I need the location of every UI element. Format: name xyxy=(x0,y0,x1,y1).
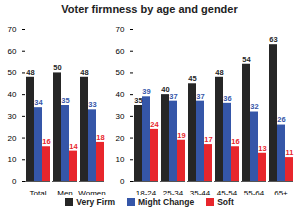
svg-text:55-64: 55-64 xyxy=(244,189,265,195)
svg-text:0: 0 xyxy=(120,177,125,186)
svg-text:17: 17 xyxy=(204,135,212,144)
svg-text:60: 60 xyxy=(116,47,125,56)
svg-text:18-24: 18-24 xyxy=(136,189,157,195)
svg-text:70: 70 xyxy=(8,25,17,34)
svg-text:50: 50 xyxy=(53,63,61,72)
svg-text:54: 54 xyxy=(242,55,251,64)
svg-text:45-54: 45-54 xyxy=(217,189,238,195)
html-text:Very Firm: Very Firm xyxy=(76,197,115,207)
svg-text:34: 34 xyxy=(34,98,43,107)
html-text:Voter firmness by age and gend: Voter firmness by age and gender xyxy=(61,3,238,15)
svg-text:45: 45 xyxy=(188,74,196,83)
svg-text:40: 40 xyxy=(8,90,17,99)
svg-text:40: 40 xyxy=(116,90,125,99)
svg-text:10: 10 xyxy=(8,155,17,164)
svg-text:16: 16 xyxy=(231,137,239,146)
svg-text:65+: 65+ xyxy=(274,189,288,195)
svg-text:48: 48 xyxy=(215,68,223,77)
svg-text:20: 20 xyxy=(8,134,17,143)
svg-text:11: 11 xyxy=(286,148,294,157)
html-text:Soft: Soft xyxy=(217,197,234,207)
html-text:Might Change: Might Change xyxy=(138,197,195,207)
svg-text:24: 24 xyxy=(150,120,159,129)
svg-text:30: 30 xyxy=(116,112,125,121)
svg-text:18: 18 xyxy=(96,133,104,142)
svg-text:32: 32 xyxy=(250,102,258,111)
svg-text:13: 13 xyxy=(258,144,266,153)
svg-text:63: 63 xyxy=(269,35,277,44)
svg-text:35-44: 35-44 xyxy=(190,189,211,195)
svg-text:16: 16 xyxy=(42,137,50,146)
svg-text:20: 20 xyxy=(116,134,125,143)
svg-text:Men: Men xyxy=(57,189,73,195)
svg-text:19: 19 xyxy=(177,131,185,140)
svg-text:36: 36 xyxy=(223,94,231,103)
svg-text:39: 39 xyxy=(142,87,150,96)
svg-text:Total: Total xyxy=(30,189,47,195)
svg-text:37: 37 xyxy=(169,92,177,101)
svg-text:48: 48 xyxy=(26,68,34,77)
svg-text:0: 0 xyxy=(12,177,17,186)
svg-text:33: 33 xyxy=(88,100,96,109)
svg-text:35: 35 xyxy=(61,96,69,105)
svg-text:37: 37 xyxy=(196,92,204,101)
svg-text:48: 48 xyxy=(80,68,88,77)
svg-text:14: 14 xyxy=(69,142,78,151)
svg-text:70: 70 xyxy=(116,25,125,34)
svg-text:Women: Women xyxy=(78,189,105,195)
svg-text:50: 50 xyxy=(8,68,17,77)
svg-text:30: 30 xyxy=(8,112,17,121)
svg-text:10: 10 xyxy=(116,155,125,164)
svg-text:26: 26 xyxy=(277,115,285,124)
svg-text:60: 60 xyxy=(8,47,17,56)
svg-text:35: 35 xyxy=(134,96,142,105)
svg-text:50: 50 xyxy=(116,68,125,77)
svg-text:40: 40 xyxy=(161,85,170,94)
svg-text:25-34: 25-34 xyxy=(163,189,184,195)
